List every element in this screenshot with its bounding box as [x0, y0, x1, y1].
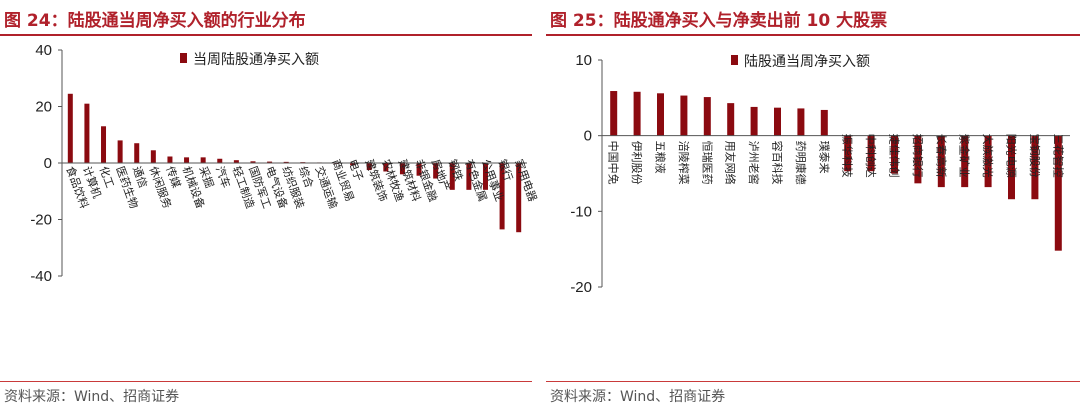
- left-source-note: 资料来源：Wind、招商证券: [4, 389, 180, 405]
- right-category-label: 宝钢股份: [1028, 134, 1042, 178]
- left-bar: [399, 163, 405, 175]
- right-y-tick-label: 0: [584, 128, 592, 145]
- right-bar: [1054, 135, 1062, 251]
- right-bar: [680, 95, 688, 136]
- left-bar: [516, 163, 522, 233]
- right-bar: [914, 135, 922, 184]
- right-category-label: 阳光电源: [1005, 134, 1019, 178]
- left-chart-panel: 图 24：陆股通当周净买入额的行业分布 40 20 0 -20 -40 食品饮料 计算机 化工…: [0, 0, 540, 410]
- left-bar: [117, 140, 123, 163]
- right-bar: [703, 97, 711, 136]
- right-category-label: 涪陵榨菜: [677, 141, 691, 185]
- right-category-label: 五粮液: [654, 141, 668, 174]
- left-bar: [383, 163, 389, 172]
- right-source-rule: [546, 381, 1080, 382]
- left-title-rule: [0, 34, 532, 36]
- right-legend-label: 陆股通当周净买入额: [744, 54, 870, 70]
- left-bar: [433, 163, 439, 179]
- right-bar-chart: 10 0 -10 -20 中国中免 伊利股份 五粮液 涪陵榨菜 恒瑞医药 用友网络 泸州老窖 容百科技…: [570, 52, 1070, 296]
- right-bar: [867, 135, 875, 172]
- right-chart-title: 图 25：陆股通净买入与净卖出前 10 大股票: [550, 11, 888, 31]
- left-bar: [482, 163, 488, 190]
- left-y-tick-label: 40: [35, 42, 52, 59]
- left-y-tick-label: 20: [35, 99, 52, 116]
- right-bar: [1008, 135, 1015, 200]
- right-category-label: 振华科技: [841, 134, 855, 178]
- left-bar: [499, 163, 505, 230]
- left-bar: [167, 156, 173, 163]
- right-title-rule: [546, 34, 1080, 36]
- right-category-label: 伊利股份: [630, 141, 643, 185]
- right-category-label: 紫金矿业: [958, 134, 972, 178]
- right-y-tick-label: -10: [570, 203, 592, 220]
- right-category-label: 泸州老窖: [747, 141, 761, 185]
- left-bar: [466, 163, 472, 190]
- left-bar: [84, 103, 90, 163]
- right-category-label: 招商银行: [911, 134, 925, 178]
- right-bar: [657, 93, 664, 136]
- right-category-label: 药明康德: [794, 141, 808, 185]
- left-bar-chart: 40200-20-40食品饮料计算机化工医药生物通信休闲服务传媒机械设备采掘汽车…: [30, 42, 540, 285]
- left-bar: [233, 160, 239, 163]
- left-bar: [350, 163, 356, 166]
- right-category-label: 中科创达: [864, 134, 878, 178]
- left-bar: [267, 161, 273, 163]
- left-bar: [200, 157, 206, 163]
- left-bar: [134, 143, 140, 163]
- right-bar: [984, 135, 992, 188]
- right-category-label: 三花智控: [1051, 134, 1065, 178]
- left-bar: [283, 161, 289, 163]
- right-category-label: 捷佳伟创: [888, 134, 902, 178]
- right-category-label: 容百科技: [771, 141, 785, 185]
- right-legend-swatch: [731, 55, 738, 65]
- right-bar: [633, 91, 641, 136]
- left-bar: [67, 93, 73, 163]
- left-source-rule: [0, 381, 532, 382]
- right-chart-panel: 图 25：陆股通净买入与净卖出前 10 大股票 10 0 -10 -20 中国中免 伊利股…: [546, 0, 1080, 410]
- right-source-note: 资料来源：Wind、招商证券: [550, 389, 726, 405]
- right-category-label: 用友网络: [724, 141, 738, 185]
- left-legend-swatch: [180, 53, 187, 63]
- right-y-tick-label: -20: [570, 279, 592, 296]
- left-bar: [217, 158, 223, 163]
- left-bar: [101, 126, 107, 163]
- right-category-label: 大族激光: [981, 134, 995, 178]
- right-bar: [1031, 135, 1039, 200]
- right-category-label: 恒瑞医药: [700, 141, 714, 185]
- right-category-label: 长春高新: [934, 134, 948, 178]
- right-bar: [820, 109, 828, 136]
- left-bar: [449, 163, 455, 190]
- left-bar: [184, 157, 190, 163]
- right-bar: [610, 91, 618, 136]
- right-category-label: 中国中免: [607, 141, 621, 185]
- left-legend-label: 当周陆股通净买入额: [193, 52, 319, 68]
- right-bar: [774, 107, 781, 136]
- left-y-tick-label: -40: [30, 268, 52, 285]
- left-bar: [250, 161, 256, 163]
- left-chart-title: 图 24：陆股通当周净买入额的行业分布: [4, 11, 306, 31]
- left-bar: [416, 163, 422, 176]
- right-bar: [937, 135, 945, 188]
- right-bar: [797, 108, 805, 136]
- right-bar: [750, 106, 758, 136]
- right-bar: [844, 135, 852, 172]
- right-bar: [891, 135, 898, 174]
- left-bar: [366, 163, 372, 171]
- left-y-tick-label: 0: [44, 155, 52, 172]
- left-y-tick-label: -20: [30, 212, 52, 229]
- right-bar: [727, 103, 735, 136]
- left-category-label: 家用电器: [512, 157, 540, 203]
- right-y-tick-label: 10: [575, 52, 592, 69]
- right-bar: [961, 135, 969, 188]
- right-category-label: 璞泰来: [817, 141, 831, 174]
- left-bar: [150, 150, 156, 163]
